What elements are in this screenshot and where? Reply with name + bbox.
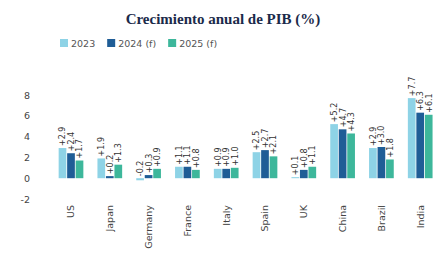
bar — [222, 169, 230, 178]
bar — [378, 147, 386, 178]
data-label: +1.8 — [386, 138, 395, 157]
legend-swatch — [107, 39, 115, 47]
bar — [330, 124, 338, 178]
bar — [261, 150, 269, 178]
bar — [97, 158, 105, 178]
x-tick-label: India — [415, 205, 426, 228]
bar — [408, 98, 416, 178]
bar — [67, 153, 75, 178]
data-label: +0.8 — [192, 148, 201, 167]
data-label: +4.3 — [347, 112, 356, 131]
legend-swatch — [60, 39, 68, 47]
bar — [339, 129, 347, 178]
y-tick — [49, 178, 51, 179]
bar — [76, 161, 84, 179]
legend-label: 2025 (f) — [179, 38, 217, 49]
bar — [386, 159, 394, 178]
data-label: +1.1 — [308, 145, 317, 164]
x-tick-label: Germany — [143, 205, 154, 249]
y-tick-label: 6 — [24, 110, 30, 121]
data-label: +1.3 — [114, 143, 123, 162]
y-tick-label: 0 — [24, 173, 30, 184]
bar — [270, 156, 278, 178]
bar — [231, 168, 239, 178]
y-tick — [49, 199, 51, 200]
bar — [214, 169, 222, 178]
bar — [425, 115, 433, 178]
bar — [300, 170, 308, 178]
x-tick-label: Japan — [104, 205, 115, 233]
legend-item: 2023 — [60, 38, 95, 49]
data-label: +1.0 — [231, 146, 240, 165]
y-tick — [49, 115, 51, 116]
x-tick-label: US — [65, 205, 76, 218]
x-tick-label: Spain — [259, 205, 270, 232]
bar — [106, 176, 114, 178]
data-label: +6.1 — [425, 93, 434, 112]
bar — [145, 175, 153, 178]
legend-swatch — [168, 39, 176, 47]
data-label: +1.9 — [97, 137, 106, 156]
x-tick-label: China — [337, 205, 348, 232]
y-tick-label: 2 — [24, 152, 30, 163]
bar — [369, 148, 377, 178]
data-label: +1.7 — [76, 139, 85, 158]
x-tick-label: UK — [298, 204, 309, 218]
bars — [59, 98, 433, 180]
bar — [308, 167, 316, 178]
y-tick — [49, 157, 51, 158]
bar — [347, 133, 355, 178]
bar — [153, 169, 161, 178]
x-tick-label: Italy — [221, 205, 232, 226]
bar — [59, 148, 67, 178]
x-tick-label: Brazil — [376, 205, 387, 232]
data-labels: +2.9+2.4+1.7+1.9+0.2+1.3-0.2+0.3+0.9+1.1… — [59, 77, 434, 177]
data-label: +0.9 — [153, 147, 162, 166]
bar — [175, 167, 183, 178]
title: Crecimiento anual de PIB (%) — [126, 11, 321, 28]
legend-label: 2024 (f) — [118, 38, 156, 49]
bar — [136, 178, 144, 180]
y-tick-label: 4 — [24, 131, 30, 142]
legend-item: 2025 (f) — [168, 38, 217, 49]
bar — [416, 113, 424, 179]
bar — [253, 152, 261, 178]
x-tick-label: France — [182, 205, 193, 237]
bar — [184, 167, 192, 178]
bar — [114, 165, 122, 179]
legend-label: 2023 — [71, 38, 95, 49]
bar — [192, 170, 200, 178]
y-tick — [49, 136, 51, 137]
chart: Crecimiento anual de PIB (%) 2023 2024 (f)… — [0, 0, 446, 254]
y-tick-label: 8 — [24, 90, 30, 101]
data-label: +2.1 — [270, 135, 279, 154]
y-tick-label: -2 — [21, 194, 30, 205]
bar — [291, 177, 299, 178]
y-tick — [49, 95, 51, 96]
legend-item: 2024 (f) — [107, 38, 156, 49]
